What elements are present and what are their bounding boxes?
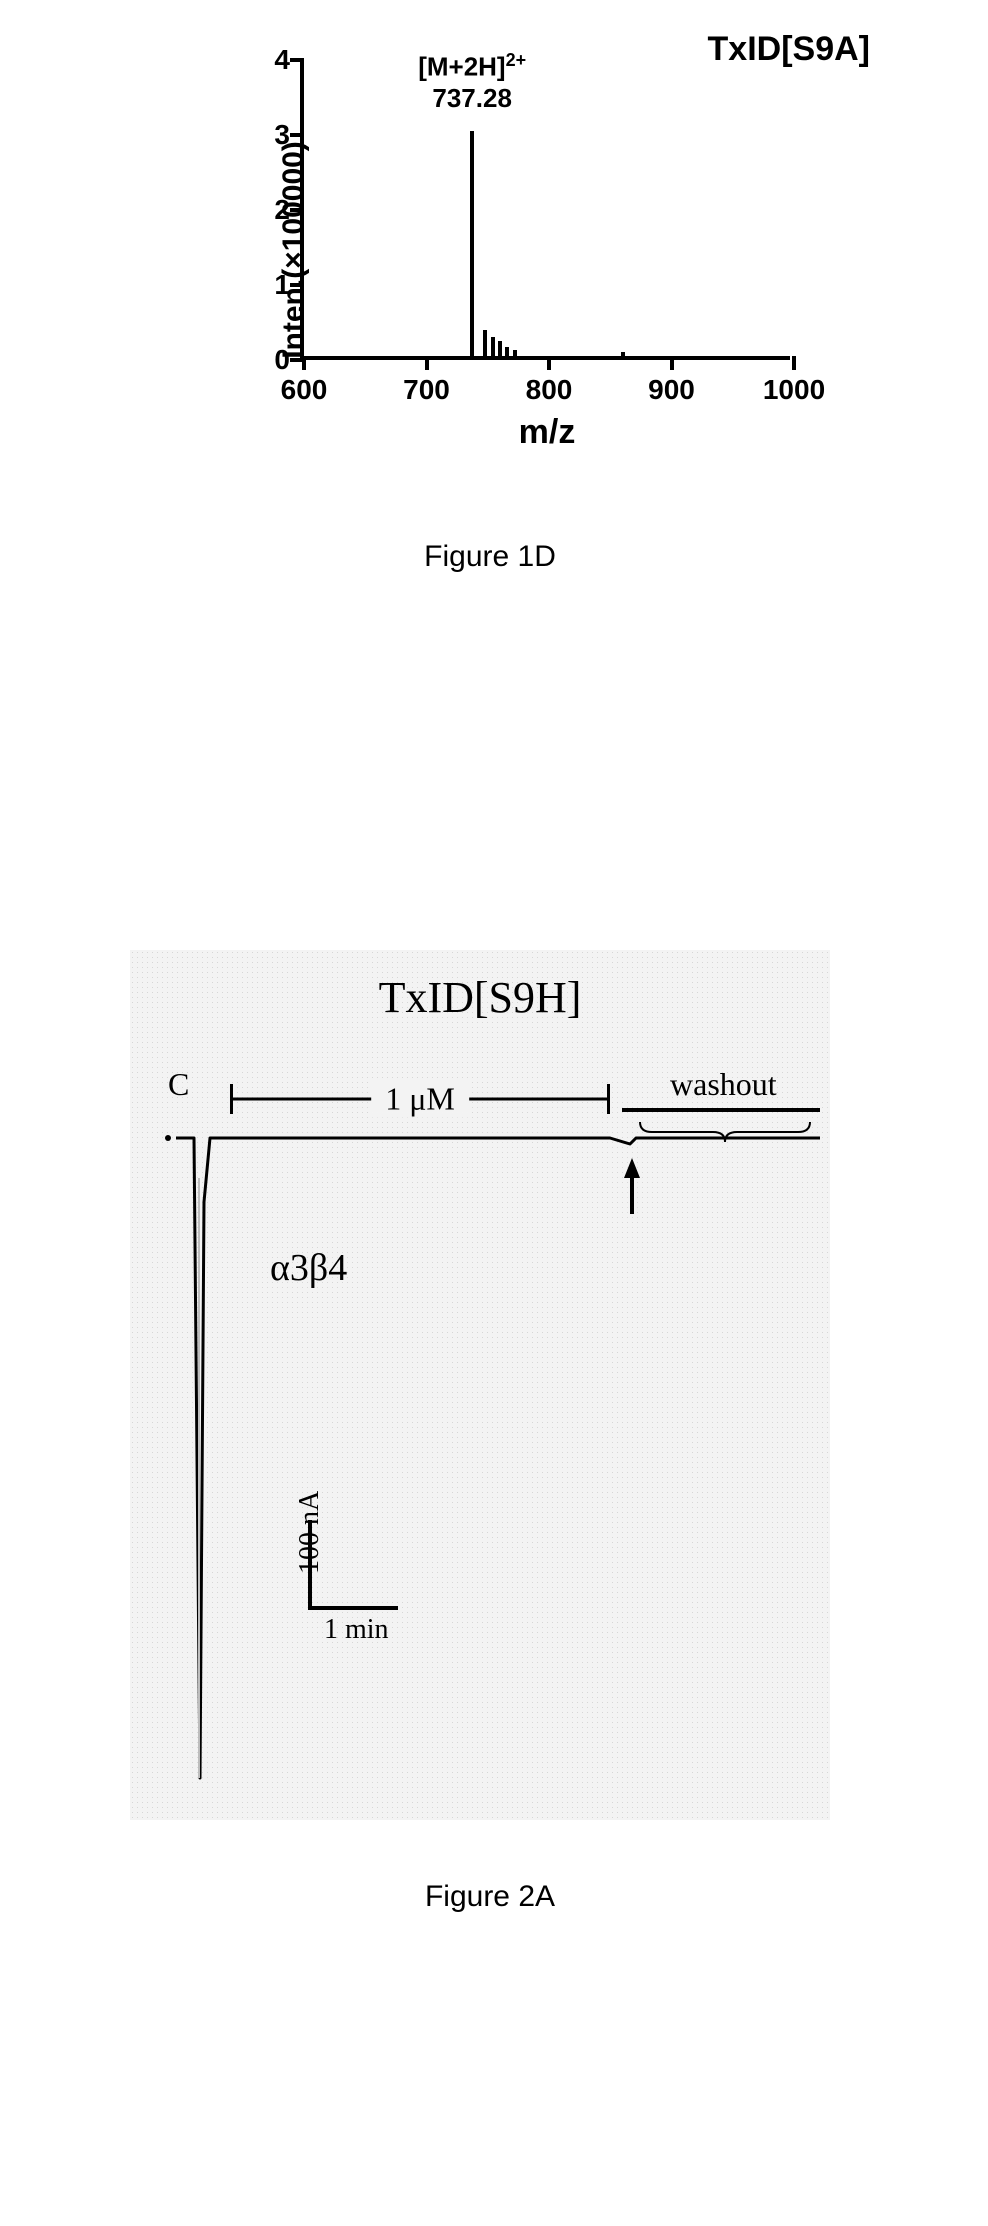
current-trace	[130, 950, 830, 1820]
spectrum-peak	[491, 337, 495, 356]
spectrum-peak	[513, 350, 517, 356]
figure-caption: Figure 1D	[130, 540, 850, 574]
peak-annotation: [M+2H]2+737.28	[418, 50, 526, 114]
x-tick-label: 700	[403, 374, 450, 406]
spectrum-peak	[505, 347, 509, 356]
x-tick-label: 1000	[763, 374, 825, 406]
figure-2a: TxID[S9H] C 1 μM washout α3β4 100 nA 1 m…	[130, 950, 850, 1914]
x-tick-label: 600	[281, 374, 328, 406]
figure-caption: Figure 2A	[130, 1880, 850, 1914]
y-tick-label: 2	[254, 194, 290, 226]
x-tick-label: 900	[648, 374, 695, 406]
chart-title: TxID[S9A]	[708, 30, 870, 69]
y-tick-label: 1	[254, 269, 290, 301]
figure-1d: Inten.(×100000) m/z 0 1 2 3 4 600 700 800 900 100…	[130, 20, 850, 574]
spectrum-peak	[483, 330, 487, 356]
x-tick-label: 800	[526, 374, 573, 406]
plot-area: Inten.(×100000) m/z 01234600700800900100…	[300, 60, 790, 360]
spectrum-peak	[498, 341, 502, 356]
x-axis-label: m/z	[304, 413, 790, 452]
trace-panel: TxID[S9H] C 1 μM washout α3β4 100 nA 1 m…	[130, 950, 830, 1820]
y-tick-label: 4	[254, 44, 290, 76]
spectrum-peak	[470, 131, 474, 356]
y-axis-label: Inten.(×100000)	[277, 141, 311, 359]
y-tick-label: 3	[254, 119, 290, 151]
mass-spectrum-chart: Inten.(×100000) m/z 01234600700800900100…	[210, 20, 850, 420]
spectrum-peak	[621, 352, 625, 356]
y-tick-label: 0	[254, 344, 290, 376]
